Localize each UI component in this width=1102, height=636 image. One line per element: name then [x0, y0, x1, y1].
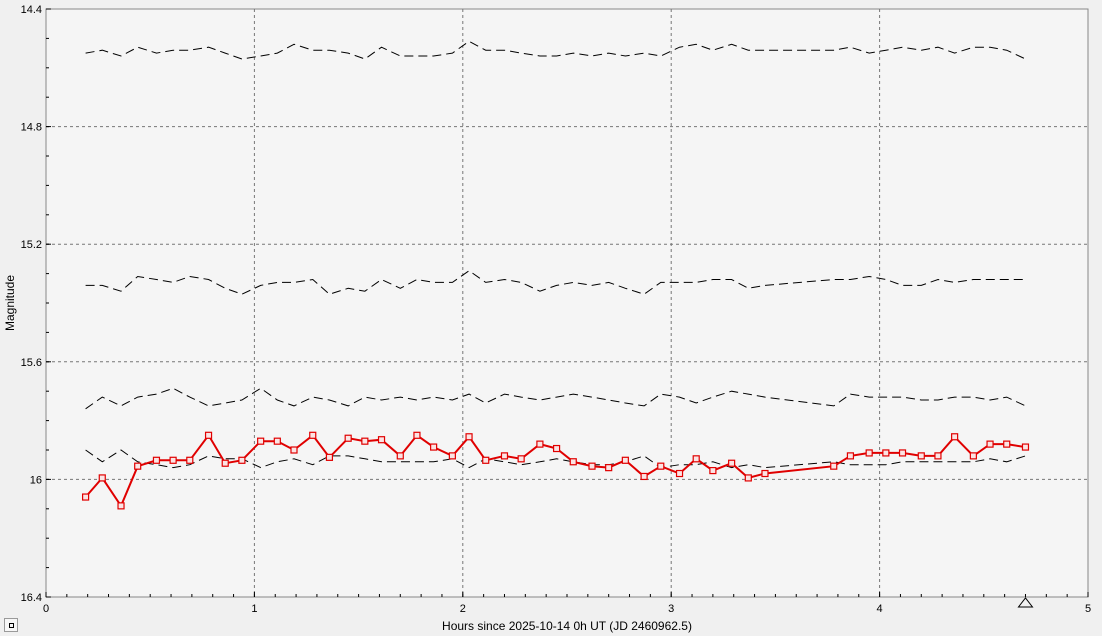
target-data-point	[882, 449, 890, 457]
corner-toggle-button[interactable]	[4, 618, 18, 632]
target-data-point	[692, 455, 700, 463]
target-data-point	[482, 456, 490, 464]
y-tick-label: 14.4	[21, 4, 42, 16]
target-data-point	[675, 469, 684, 478]
target-series-line	[84, 433, 1026, 509]
target-data-point	[517, 455, 525, 463]
target-data-point	[152, 456, 161, 464]
target-data-point	[361, 437, 369, 445]
y-axis-ticks: 14.4 14.8 15.2 15.6 16 16.4	[21, 4, 51, 604]
series-layer	[81, 40, 1030, 510]
grid-lines	[46, 9, 1088, 597]
target-data-point	[569, 458, 577, 466]
target-data-point	[552, 444, 561, 453]
target-data-point	[605, 464, 613, 472]
target-data-point	[640, 472, 648, 481]
target-data-point	[344, 434, 352, 442]
y-tick-label: 16.4	[21, 592, 42, 604]
target-data-point	[846, 452, 855, 460]
target-data-point	[951, 433, 959, 441]
time-marker-triangle	[1017, 597, 1034, 608]
x-tick-label: 1	[251, 603, 257, 615]
y-tick-label: 14.8	[21, 122, 42, 134]
target-data-point	[325, 453, 334, 461]
target-data-point	[290, 446, 298, 454]
target-data-point	[169, 456, 177, 464]
target-data-point	[657, 462, 665, 470]
target-data-point	[465, 433, 473, 441]
x-axis-title: Hours since 2025-10-14 0h UT (JD 2460962…	[442, 619, 692, 633]
target-data-point	[117, 502, 125, 510]
target-data-point	[917, 452, 925, 460]
x-tick-label: 0	[43, 603, 49, 615]
target-data-point	[1021, 443, 1030, 451]
target-data-point	[969, 452, 977, 460]
comparison-series-line	[85, 387, 1026, 410]
target-data-point	[204, 431, 213, 439]
target-data-point	[898, 449, 907, 457]
comparison-series-line	[85, 40, 1026, 60]
target-data-point	[500, 452, 509, 460]
target-data-point	[396, 452, 404, 460]
x-tick-label: 4	[877, 603, 883, 615]
target-data-point	[309, 431, 317, 439]
y-tick-label: 16	[30, 474, 42, 486]
target-data-point	[430, 443, 438, 451]
target-data-point	[238, 456, 246, 464]
comparison-series-line	[85, 270, 1026, 295]
x-axis-ticks: 0 1 2 3 4 5	[43, 592, 1091, 615]
target-data-point	[536, 440, 544, 448]
target-data-point	[621, 456, 629, 464]
square-icon	[8, 622, 14, 628]
target-data-point	[761, 469, 769, 478]
target-data-point	[257, 437, 265, 445]
y-tick-label: 15.6	[21, 357, 42, 369]
marker-layer	[1017, 597, 1034, 608]
target-data-point	[588, 462, 596, 470]
target-data-point	[98, 474, 106, 482]
plot-area	[45, 8, 1089, 598]
comparison-series-line	[85, 449, 1026, 469]
target-data-point	[186, 456, 194, 464]
y-tick-label: 15.2	[21, 239, 42, 251]
x-tick-label: 5	[1085, 603, 1091, 615]
target-data-point	[134, 462, 142, 470]
x-tick-label: 2	[460, 603, 466, 615]
target-data-point	[1003, 440, 1011, 448]
target-data-point	[273, 437, 281, 445]
target-data-point	[377, 436, 386, 444]
target-data-point	[744, 474, 752, 482]
target-data-point	[81, 493, 90, 501]
target-data-point	[448, 452, 456, 460]
target-data-point	[413, 431, 421, 439]
target-data-point	[865, 449, 873, 457]
target-data-point	[986, 440, 994, 448]
target-data-point	[934, 452, 942, 460]
target-data-point	[221, 459, 229, 467]
target-data-point	[830, 462, 838, 470]
target-data-point	[709, 466, 717, 475]
x-tick-label: 3	[668, 603, 674, 615]
target-data-point	[728, 459, 736, 467]
y-axis-title: Magnitude	[3, 275, 17, 331]
